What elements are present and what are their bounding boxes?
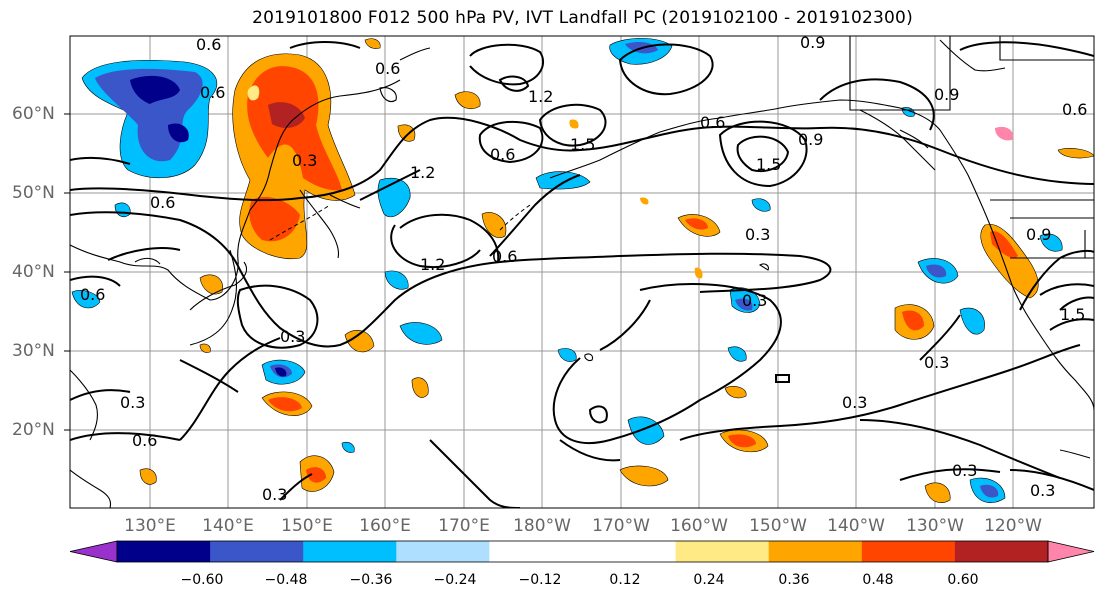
colorbar-box xyxy=(582,541,677,562)
contour-labels: 0.6 0.6 0.3 1.2 0.6 0.6 1.2 0.6 1.5 0.9 … xyxy=(80,33,1087,504)
contour-label: 1.5 xyxy=(756,155,781,174)
lon-label: 160°W xyxy=(670,516,728,536)
colorbar-extend-max xyxy=(1047,540,1095,563)
colorbar-tick-label: 0.36 xyxy=(778,572,810,588)
lon-label: 140°W xyxy=(827,516,885,536)
colorbar-box xyxy=(303,541,397,562)
pv-contours xyxy=(70,41,1094,508)
contour-label: 1.2 xyxy=(410,163,435,182)
coastlines xyxy=(70,36,1094,508)
axis-ticks xyxy=(64,113,70,431)
colorbar-box xyxy=(861,541,956,562)
contour-label: 0.6 xyxy=(490,145,515,164)
contour-label: 1.2 xyxy=(528,87,553,106)
contour-label: 0.3 xyxy=(1030,481,1055,500)
pv-negative-patches xyxy=(71,38,1063,503)
colorbar-tick-label: −0.12 xyxy=(518,572,562,588)
lat-label: 50°N xyxy=(12,183,55,203)
lat-label: 20°N xyxy=(12,420,55,440)
contour-label: 0.6 xyxy=(1062,100,1087,119)
contour-label: 0.6 xyxy=(80,285,105,304)
colorbar-tick-label: 0.48 xyxy=(862,572,894,588)
colorbar-box xyxy=(675,541,770,562)
contour-label: 0.6 xyxy=(200,83,225,102)
contour-label: 0.9 xyxy=(798,130,823,149)
boundary-dashes xyxy=(269,204,531,241)
pv-positive-patches xyxy=(139,38,1094,503)
lat-label: 40°N xyxy=(12,262,55,282)
colorbar-box xyxy=(117,541,211,562)
contour-label: 0.9 xyxy=(934,85,959,104)
contour-label: 0.6 xyxy=(700,113,725,132)
contour-label: 0.9 xyxy=(1026,225,1051,244)
lon-label: 160°E xyxy=(359,516,411,536)
lon-label: 150°W xyxy=(749,516,807,536)
contour-label: 0.3 xyxy=(262,485,287,504)
lon-label: 180°W xyxy=(513,516,571,536)
lon-label: 170°E xyxy=(438,516,490,536)
lon-label: 120°W xyxy=(984,516,1042,536)
colorbar-tick-label: 0.60 xyxy=(947,572,979,588)
contour-label: 0.3 xyxy=(280,327,305,346)
colorbar-tick-label: −0.36 xyxy=(349,572,393,588)
contour-label: 1.5 xyxy=(570,135,595,154)
contour-label: 0.3 xyxy=(952,461,977,480)
contour-label: 0.3 xyxy=(745,225,770,244)
lat-label: 30°N xyxy=(12,341,55,361)
colorbar-box xyxy=(768,541,863,562)
contour-label: 0.6 xyxy=(132,431,157,450)
colorbar-box xyxy=(954,541,1049,562)
colorbar-box xyxy=(489,541,583,562)
colorbar-frame xyxy=(116,540,1049,563)
lon-label: 140°E xyxy=(202,516,254,536)
contour-label: 0.9 xyxy=(800,33,825,52)
contour-label: 0.3 xyxy=(742,291,767,310)
colorbar-tick-label: −0.48 xyxy=(264,572,308,588)
colorbar-tick-label: 0.24 xyxy=(693,572,725,588)
contour-label: 0.6 xyxy=(150,193,175,212)
contour-label: 0.6 xyxy=(196,35,221,54)
contour-label: 0.3 xyxy=(924,353,949,372)
contour-label: 0.3 xyxy=(292,151,317,170)
colorbar-tick-label: 0.12 xyxy=(609,572,641,588)
lat-label: 60°N xyxy=(12,104,55,124)
contour-label: 0.6 xyxy=(492,247,517,266)
colorbar xyxy=(69,540,1095,563)
lon-label: 130°W xyxy=(906,516,964,536)
contour-label: 1.5 xyxy=(1060,305,1085,324)
contour-label: 0.3 xyxy=(842,393,867,412)
colorbar-tick-label: −0.24 xyxy=(433,572,477,588)
lon-label: 170°W xyxy=(592,516,650,536)
map-title: 2019101800 F012 500 hPa PV, IVT Landfall… xyxy=(252,8,913,28)
colorbar-box xyxy=(210,541,304,562)
contour-label: 0.6 xyxy=(375,59,400,78)
contour-label: 0.3 xyxy=(120,393,145,412)
colorbar-tick-label: −0.60 xyxy=(180,572,224,588)
lon-label: 150°E xyxy=(281,516,333,536)
colorbar-extend-min xyxy=(69,540,118,563)
contour-label: 1.2 xyxy=(420,255,445,274)
lon-label: 130°E xyxy=(124,516,176,536)
grid-lines xyxy=(70,36,1094,508)
colorbar-box xyxy=(396,541,490,562)
